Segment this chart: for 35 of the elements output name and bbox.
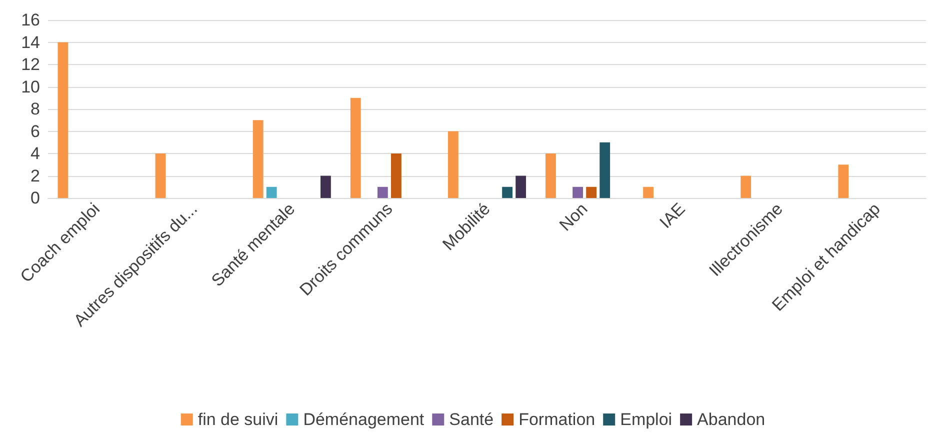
x-tick-label: Non [556, 199, 592, 235]
legend-label: Abandon [697, 410, 766, 429]
bar [377, 186, 388, 198]
bar [155, 154, 166, 198]
bar [516, 176, 526, 198]
bar [546, 154, 556, 198]
legend-label: Emploi [620, 410, 672, 429]
legend-label: Formation [518, 410, 596, 429]
y-tick-label: 0 [30, 188, 40, 208]
bar [502, 186, 512, 198]
bar [391, 154, 402, 198]
bar [320, 176, 331, 198]
y-tick-label: 12 [21, 55, 40, 74]
bar [838, 164, 849, 198]
bar [572, 186, 583, 198]
bar [740, 176, 752, 198]
y-tick-label: 14 [21, 32, 40, 52]
y-tick-label: 2 [30, 166, 40, 186]
bar [350, 98, 361, 198]
bar [58, 42, 68, 198]
y-tick-label: 10 [21, 77, 40, 96]
bar [252, 120, 264, 198]
y-tick-label: 16 [21, 10, 40, 30]
x-tick-label: IAE [656, 199, 689, 232]
bar [266, 186, 277, 198]
bar [600, 142, 610, 198]
legend-label: Santé [449, 410, 494, 429]
y-tick-label: 6 [30, 122, 40, 141]
legend-label: Déménagement [303, 410, 424, 429]
bar [643, 186, 654, 198]
y-tick-label: 8 [30, 100, 40, 118]
legend-label: fin de suivi [198, 410, 278, 429]
bar [586, 186, 597, 198]
bar [448, 131, 458, 198]
y-tick-label: 4 [30, 144, 40, 163]
